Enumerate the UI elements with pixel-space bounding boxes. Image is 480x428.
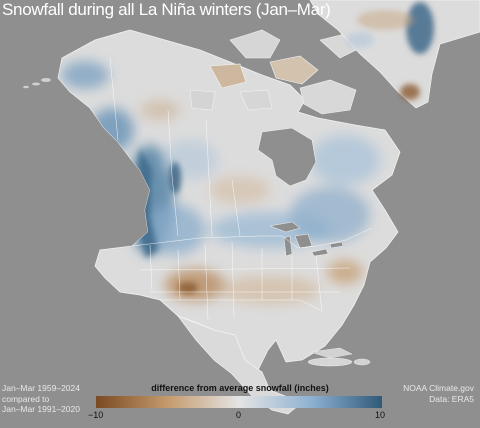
map-title: Snowfall during all La Niña winters (Jan… [2, 0, 331, 19]
legend-max-label: 10 [375, 410, 386, 420]
source-credit-line-2: Data: ERA5 [429, 393, 474, 404]
period-note-line-3: Jan–Mar 1991–2020 [2, 404, 80, 414]
source-credit: NOAA Climate.gov Data: ERA5 [403, 383, 474, 404]
aleutian-islands [23, 78, 51, 89]
political-borders [109, 57, 373, 321]
period-note-line-2: compared to [2, 393, 50, 404]
caribbean-islands [309, 347, 371, 366]
period-note-line-1: Jan–Mar 1959–2024 [2, 383, 80, 393]
legend-title: difference from average snowfall (inches… [151, 383, 329, 393]
legend-mid-label: 0 [236, 410, 242, 420]
period-note: Jan–Mar 1959–2024 compared to Jan–Mar 19… [2, 383, 80, 415]
legend-min-label: −10 [88, 410, 104, 420]
greenland [309, 0, 480, 109]
great-lakes [269, 221, 344, 257]
legend-color-bar [96, 396, 382, 408]
hudson-bay [257, 127, 317, 187]
source-credit-line-1: NOAA Climate.gov [403, 383, 474, 393]
north-america-landmass [57, 29, 401, 415]
